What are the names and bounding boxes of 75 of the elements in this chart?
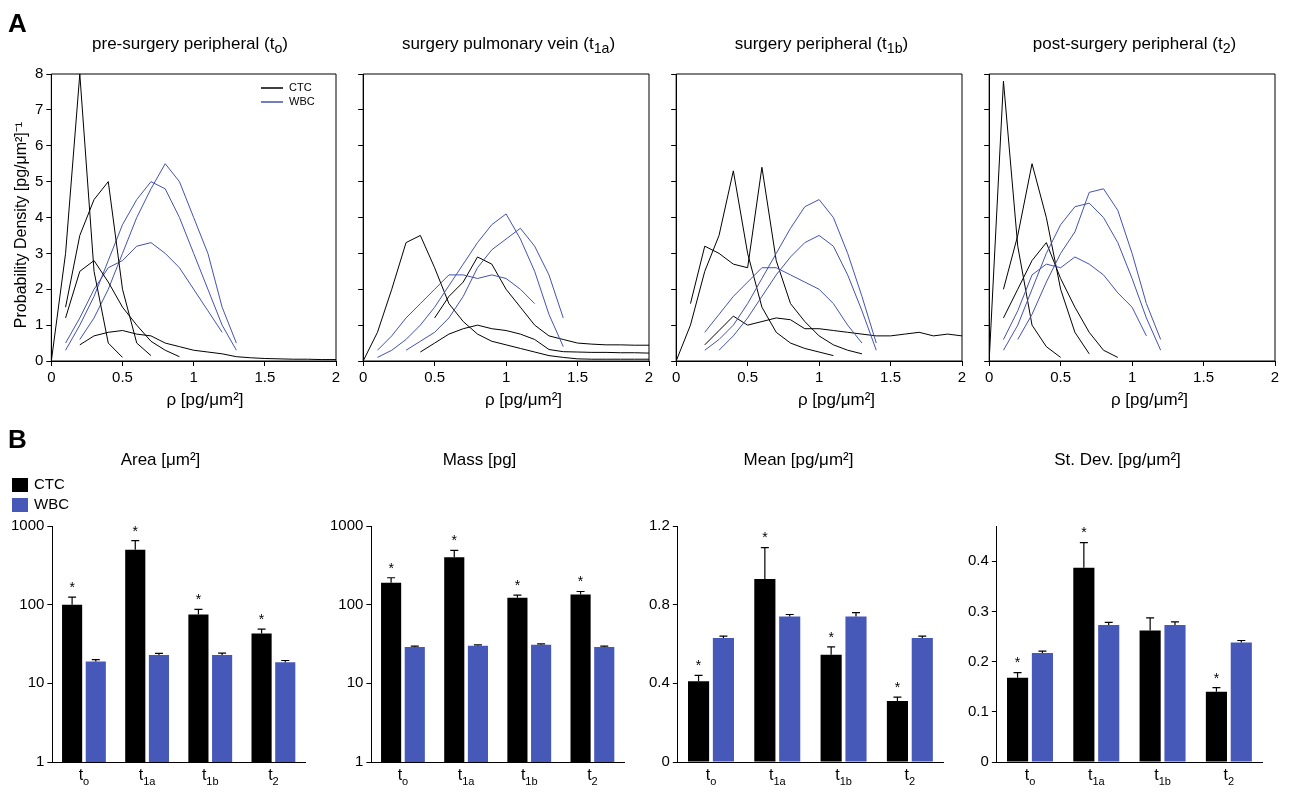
- chart-title: post-surgery peripheral (t$_{2}$): [1031, 34, 1238, 59]
- text: A: [8, 8, 27, 39]
- y-tick-label: 100: [19, 594, 45, 612]
- x-axis-title: ρ [pg/μm²]: [165, 390, 245, 410]
- x-tick-label: 1: [1127, 368, 1137, 386]
- x-tick-label: 1: [189, 368, 198, 386]
- x-tick-label: 1: [814, 368, 824, 386]
- data-label: *: [132, 522, 139, 539]
- y-tick-label: 0.1: [967, 701, 989, 719]
- legend-label: CTC: [34, 475, 65, 493]
- y-tick-label: 1.2: [648, 516, 670, 534]
- data-label: *: [69, 578, 76, 595]
- x-tick-label: 0.5: [1050, 368, 1072, 386]
- data-label: *: [894, 678, 901, 695]
- x-axis-title: ρ [pg/μm²]: [1109, 390, 1190, 410]
- y-tick-label: 7: [35, 100, 44, 118]
- y-tick-label: 1: [36, 752, 45, 770]
- x-axis-title: ρ [pg/μm²]: [483, 390, 564, 410]
- x-axis-title: ρ [pg/μm²]: [796, 390, 877, 410]
- data-label: *: [577, 573, 584, 590]
- data-label: *: [195, 591, 202, 608]
- text: B: [8, 424, 27, 455]
- x-tick-label: 1: [501, 368, 511, 386]
- y-tick-label: 1000: [10, 516, 45, 534]
- y-tick-label: 5: [35, 171, 44, 189]
- legend-label: WBC: [289, 95, 315, 108]
- x-tick-label: 0.5: [424, 368, 446, 386]
- data-label: *: [451, 532, 458, 549]
- y-tick-label: 1000: [329, 516, 364, 534]
- chart-title: Mean [pg/μm²]: [742, 450, 855, 471]
- data-label: *: [1081, 524, 1088, 541]
- data-label: *: [762, 529, 769, 546]
- y-axis-title: Probability Density [pg/μm²]⁻¹: [11, 121, 30, 329]
- y-tick-label: 3: [35, 243, 44, 261]
- data-label: *: [258, 610, 265, 627]
- x-tick-label: 0: [47, 368, 56, 386]
- chart-title: Mass [pg]: [441, 450, 518, 471]
- y-tick-label: 0.2: [967, 651, 989, 669]
- y-tick-label: 0: [980, 752, 989, 770]
- x-tick-label: 1.5: [880, 368, 901, 386]
- y-tick-label: 0.4: [967, 551, 989, 569]
- data-label: *: [1213, 669, 1220, 686]
- chart-title: surgery peripheral (t$_{1b}$): [733, 34, 910, 59]
- x-tick-label: 1.5: [254, 368, 276, 386]
- y-tick-label: 0: [661, 752, 670, 770]
- chart-title: pre-surgery peripheral (t$_{o}$): [92, 34, 288, 57]
- y-tick-label: 4: [35, 207, 44, 225]
- x-tick-label: 0: [672, 368, 681, 386]
- legend-label: WBC: [34, 495, 70, 513]
- y-tick-label: 0: [35, 351, 44, 369]
- data-label: *: [514, 577, 521, 594]
- chart-title: St. Dev. [pg/μm²]: [1053, 450, 1182, 471]
- y-tick-label: 0.3: [967, 601, 989, 619]
- data-label: *: [1014, 654, 1021, 671]
- y-tick-label: 10: [346, 673, 364, 691]
- x-tick-label: 0.5: [737, 368, 759, 386]
- y-tick-label: 100: [338, 594, 364, 612]
- x-tick-label: 2: [1270, 368, 1280, 386]
- y-tick-label: 6: [35, 135, 44, 153]
- y-tick-label: 10: [27, 673, 45, 691]
- x-tick-label: 1.5: [1193, 368, 1214, 386]
- y-tick-label: 1: [355, 752, 364, 770]
- y-tick-label: 8: [35, 64, 44, 82]
- chart-title: surgery pulmonary vein (t$_{1a}$): [400, 34, 617, 59]
- y-tick-label: 0.8: [648, 594, 670, 612]
- data-label: *: [828, 628, 835, 645]
- y-tick-label: 2: [35, 279, 44, 297]
- x-tick-label: 0.5: [112, 368, 133, 386]
- y-tick-label: 0.4: [648, 673, 670, 691]
- data-label: *: [388, 559, 395, 576]
- legend-label: CTC: [289, 81, 312, 94]
- data-label: *: [695, 657, 702, 674]
- x-tick-label: 1.5: [567, 368, 588, 386]
- y-tick-label: 1: [35, 315, 44, 333]
- chart-title: Area [μm²]: [120, 450, 201, 469]
